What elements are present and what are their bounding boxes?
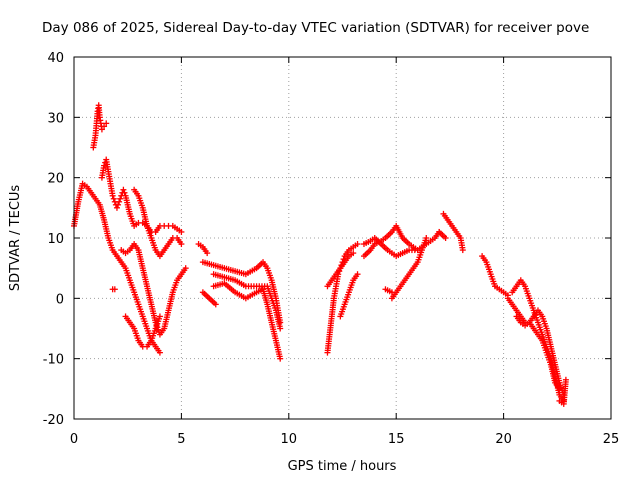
y-tick-label: 0 xyxy=(56,292,64,307)
data-point xyxy=(459,247,466,254)
data-point xyxy=(178,228,185,235)
data-point xyxy=(388,289,395,296)
x-tick-label: 5 xyxy=(177,432,185,447)
data-point xyxy=(101,123,108,130)
y-tick-label: 40 xyxy=(47,51,64,66)
data-point xyxy=(212,301,219,308)
data-point xyxy=(556,385,563,392)
chart-title: Day 086 of 2025, Sidereal Day-to-day VTE… xyxy=(42,20,589,36)
axis-ticks: 0 5 10 15 20 25 -20 -10 0 10 20 30 40 xyxy=(43,51,620,447)
y-tick-label: 10 xyxy=(47,232,64,247)
x-axis-label: GPS time / hours xyxy=(288,459,397,474)
data-point xyxy=(101,162,108,169)
data-point xyxy=(442,235,449,241)
data-point xyxy=(103,120,110,127)
data-point xyxy=(116,198,123,205)
data-point xyxy=(115,201,122,208)
x-tick-label: 20 xyxy=(495,432,512,447)
data-point xyxy=(423,235,430,241)
data-point xyxy=(182,265,189,272)
data-point xyxy=(109,192,116,199)
y-tick-label: 20 xyxy=(47,172,64,187)
data-point xyxy=(156,313,163,320)
data-point xyxy=(354,271,361,278)
y-tick-label: -20 xyxy=(43,413,64,428)
data-point xyxy=(354,241,361,248)
data-point xyxy=(120,186,127,193)
data-point xyxy=(350,250,357,257)
x-tick-label: 0 xyxy=(70,432,78,447)
y-tick-label: -10 xyxy=(43,353,64,368)
data-point xyxy=(111,286,118,293)
data-point xyxy=(204,250,211,257)
x-tick-label: 10 xyxy=(281,432,298,447)
data-point xyxy=(562,376,569,383)
x-tick-label: 15 xyxy=(388,432,405,447)
grid xyxy=(74,57,611,419)
x-tick-label: 25 xyxy=(603,432,620,447)
y-tick-label: 30 xyxy=(47,111,64,126)
data-points xyxy=(71,102,569,407)
data-point xyxy=(110,195,117,202)
data-point xyxy=(98,126,105,133)
data-point xyxy=(277,355,284,362)
data-point xyxy=(156,349,163,356)
data-point xyxy=(113,204,120,211)
data-point xyxy=(178,241,185,248)
data-point xyxy=(121,189,128,196)
data-point xyxy=(277,325,284,332)
data-point xyxy=(117,195,124,202)
y-axis-label: SDTVAR / TECUs xyxy=(8,185,23,292)
